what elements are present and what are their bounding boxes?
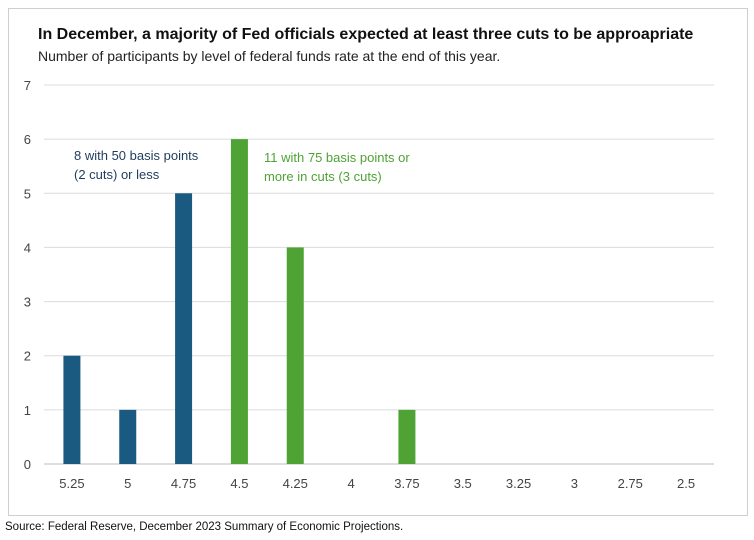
x-axis-ticks: 5.25 5 4.75 4.5 4.25 4 3.75 3.5 3.25 3 2.75 2.5 [59,476,695,491]
y-tick-label: 3 [24,295,31,310]
x-tick-label: 4.25 [283,476,308,491]
bar-5-25 [63,355,81,464]
x-tick-label: 2.5 [677,476,695,491]
gridlines [44,84,714,465]
bar-3-75 [398,409,416,464]
x-tick-label: 3.5 [454,476,472,491]
bar-4-5 [230,139,248,464]
source-note: Source: Federal Reserve, December 2023 S… [5,521,404,533]
x-tick-label: 3.75 [394,476,419,491]
annotations: 8 with 50 basis points (2 cuts) or less 11… [74,148,410,184]
bar-4-25 [286,247,304,464]
y-axis-ticks: 0 1 2 3 4 5 6 7 [24,78,31,472]
y-tick-label: 4 [24,240,31,255]
annotation-1: 8 with 50 basis points (2 cuts) or less [74,148,199,182]
bar-4-75 [175,193,193,465]
x-tick-label: 5 [124,476,131,491]
x-tick-label: 3 [571,476,578,491]
x-tick-label: 5.25 [59,476,84,491]
y-tick-label: 7 [24,78,31,93]
chart-title: In December, a majority of Fed officials… [38,26,694,43]
x-tick-label: 4.75 [171,476,196,491]
x-tick-label: 4 [347,476,354,491]
annotation-2: 11 with 75 basis points or more in cuts (… [264,150,410,184]
bars [63,139,416,465]
chart-frame [8,8,748,516]
x-tick-label: 3.25 [506,476,531,491]
y-tick-label: 0 [24,457,31,472]
x-tick-label: 4.5 [230,476,248,491]
y-tick-label: 2 [24,349,31,364]
x-tick-label: 2.75 [618,476,643,491]
y-tick-label: 5 [24,186,31,201]
bar-5 [119,409,137,464]
y-tick-label: 1 [24,403,31,418]
y-tick-label: 6 [24,132,31,147]
chart-subtitle: Number of participants by level of feder… [38,48,501,64]
